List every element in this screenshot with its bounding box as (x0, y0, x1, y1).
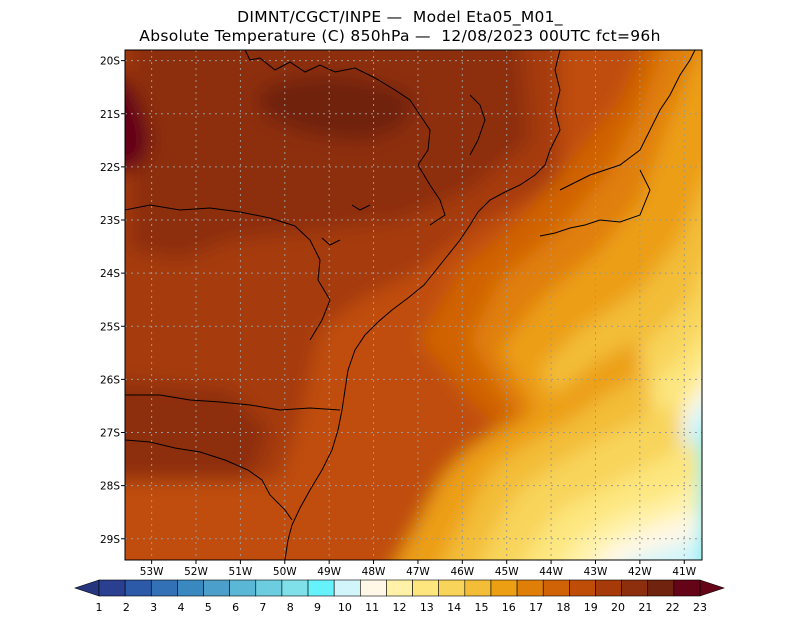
lon-tick-label: 51W (229, 566, 253, 578)
latitude-ticks: 20S 21S 22S 23S 24S 25S 26S 27S 28S 29S (100, 56, 125, 546)
map-title-line1: DIMNT/CGCT/INPE — Model Eta05_M01_ (237, 8, 563, 26)
longitude-ticks: 53W 52W 51W 50W 49W 48W 47W 46W 45W 44W 43W 42W 41W (140, 560, 697, 578)
lat-tick-label: 28S (100, 481, 120, 493)
colorbar-label: 17 (529, 601, 543, 614)
lon-tick-label: 43W (584, 566, 608, 578)
colorbar-swatch (490, 579, 518, 597)
colorbar-label: 16 (502, 601, 516, 614)
colorbar-swatch (464, 579, 492, 597)
lat-tick-label: 25S (100, 321, 120, 333)
colorbar-swatch (150, 579, 178, 597)
colorbar-swatch (307, 579, 335, 597)
colorbar-swatch (542, 579, 570, 597)
lon-tick-label: 44W (539, 566, 563, 578)
lon-tick-label: 47W (406, 566, 430, 578)
colorbar-label: 9 (314, 601, 321, 614)
lon-tick-label: 41W (672, 566, 696, 578)
colorbar-swatch (255, 579, 283, 597)
colorbar-swatch (229, 579, 257, 597)
colorbar-label: 10 (338, 601, 352, 614)
colorbar-label: 2 (123, 601, 130, 614)
colorbar-label: 14 (447, 601, 461, 614)
colorbar-high-arrow (699, 579, 725, 597)
lon-tick-label: 42W (628, 566, 652, 578)
colorbar-label: 20 (611, 601, 625, 614)
colorbar-swatch (621, 579, 649, 597)
colorbar-swatch (177, 579, 204, 597)
colorbar-label: 7 (259, 601, 266, 614)
lon-tick-label: 50W (273, 566, 297, 578)
colorbar-swatch (281, 579, 309, 597)
colorbar-label: 22 (666, 601, 680, 614)
colorbar-swatch (569, 579, 596, 597)
colorbar-swatch (124, 579, 152, 597)
colorbar-label: 6 (232, 601, 239, 614)
grid-lines (125, 50, 702, 560)
lat-tick-label: 20S (100, 56, 120, 68)
map-frame (124, 49, 703, 561)
colorbar-label: 8 (287, 601, 294, 614)
coastline-and-borders (125, 50, 696, 560)
colorbar-label: 4 (177, 601, 184, 614)
colorbar-swatch (333, 579, 361, 597)
colorbar: 1 2 3 4 5 6 7 8 9 10 11 12 13 14 15 16 17 18 19 20 21 22 23 (74, 579, 725, 614)
lon-tick-label: 53W (140, 566, 164, 578)
lat-tick-label: 21S (100, 109, 120, 121)
colorbar-swatch (647, 579, 675, 597)
colorbar-swatch (673, 579, 701, 597)
lon-tick-label: 49W (317, 566, 341, 578)
colorbar-swatch (386, 579, 413, 597)
colorbar-swatch (412, 579, 439, 597)
lat-tick-label: 23S (100, 215, 120, 227)
colorbar-label: 12 (393, 601, 407, 614)
colorbar-label: 23 (693, 601, 707, 614)
colorbar-swatch (438, 579, 466, 597)
colorbar-swatch (595, 579, 622, 597)
lon-tick-label: 46W (450, 566, 474, 578)
lat-tick-label: 29S (100, 534, 120, 546)
colorbar-label: 3 (150, 601, 157, 614)
colorbar-label: 18 (556, 601, 570, 614)
colorbar-label: 21 (638, 601, 652, 614)
temperature-field (125, 50, 702, 560)
colorbar-label: 11 (365, 601, 379, 614)
colorbar-low-arrow (74, 579, 100, 597)
colorbar-swatch (516, 579, 544, 597)
lon-tick-label: 45W (495, 566, 519, 578)
colorbar-label: 5 (205, 601, 212, 614)
lat-tick-label: 24S (100, 268, 120, 280)
lat-tick-label: 22S (100, 162, 120, 174)
colorbar-label: 19 (584, 601, 598, 614)
colorbar-label: 13 (420, 601, 434, 614)
colorbar-label: 15 (474, 601, 488, 614)
colorbar-label: 1 (96, 601, 103, 614)
lat-tick-label: 26S (100, 374, 120, 386)
lon-tick-label: 52W (184, 566, 208, 578)
lat-tick-label: 27S (100, 428, 120, 440)
lon-tick-label: 48W (362, 566, 386, 578)
colorbar-swatch (98, 579, 126, 597)
map-title-line2: Absolute Temperature (C) 850hPa — 12/08/… (139, 27, 661, 45)
colorbar-swatch (360, 579, 387, 597)
colorbar-swatch (203, 579, 230, 597)
